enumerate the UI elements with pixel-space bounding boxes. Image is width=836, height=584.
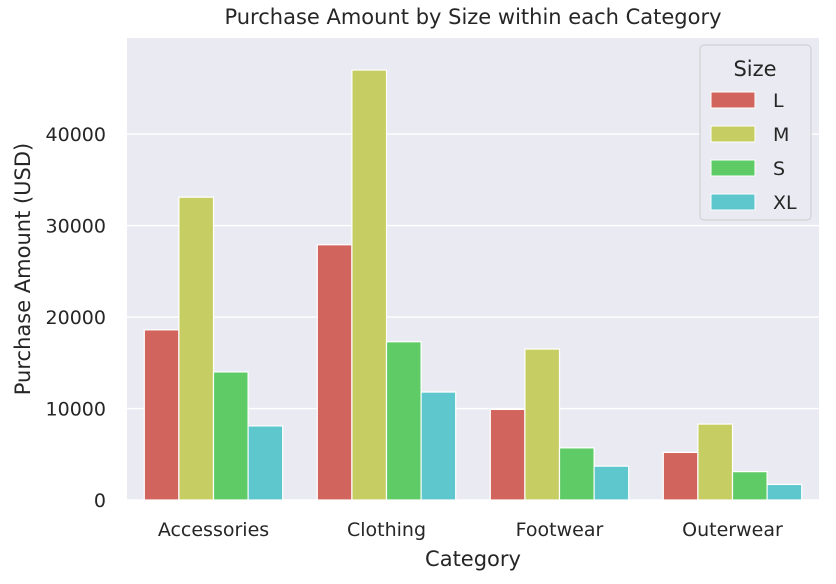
bar-outerwear-s bbox=[731, 471, 768, 501]
bar-outerwear-m bbox=[697, 423, 734, 501]
y-tick-label: 0 bbox=[94, 490, 106, 512]
legend-swatch bbox=[710, 193, 756, 211]
bar-outerwear-xl bbox=[766, 483, 803, 501]
bar-clothing-l bbox=[316, 244, 353, 501]
y-tick-labels: 0 10000 20000 30000 40000 bbox=[46, 124, 106, 512]
x-tick-labels: Accessories Clothing Footwear Outerwear bbox=[158, 519, 783, 541]
bar-clothing-xl bbox=[420, 391, 457, 501]
legend-label: S bbox=[773, 158, 785, 180]
legend-items: LMS XL bbox=[710, 90, 797, 214]
bar-outerwear-l bbox=[662, 451, 699, 501]
legend-label: XL bbox=[773, 192, 797, 214]
bar-footwear-xl bbox=[593, 465, 630, 501]
legend-title: Size bbox=[733, 57, 776, 81]
bar-footwear-m bbox=[524, 348, 561, 501]
x-tick-label: Accessories bbox=[158, 519, 269, 541]
legend-swatch bbox=[710, 159, 756, 177]
legend-label: M bbox=[773, 124, 789, 146]
y-tick-label: 10000 bbox=[46, 399, 106, 421]
legend-swatch bbox=[710, 125, 756, 143]
bar-footwear-l bbox=[489, 408, 526, 501]
legend-label: L bbox=[773, 90, 784, 112]
bar-footwear-s bbox=[558, 447, 595, 501]
bar-clothing-m bbox=[351, 69, 388, 501]
bar-accessories-xl bbox=[247, 425, 284, 501]
y-tick-label: 20000 bbox=[46, 307, 106, 329]
chart-title: Purchase Amount by Size within each Cate… bbox=[224, 5, 721, 29]
x-tick-label: Clothing bbox=[347, 519, 426, 541]
bar-accessories-m bbox=[178, 196, 215, 501]
bar-accessories-l bbox=[143, 329, 180, 501]
y-tick-label: 40000 bbox=[46, 124, 106, 146]
x-axis-label: Category bbox=[425, 547, 521, 571]
x-tick-label: Outerwear bbox=[682, 519, 783, 541]
y-tick-label: 30000 bbox=[46, 216, 106, 238]
bar-accessories-s bbox=[212, 371, 249, 501]
bars bbox=[143, 69, 803, 501]
legend: Size LMS XL bbox=[699, 44, 812, 221]
legend-swatch bbox=[710, 91, 756, 109]
x-tick-label: Footwear bbox=[516, 519, 604, 541]
bar-clothing-s bbox=[385, 341, 422, 501]
y-axis-label: Purchase Amount (USD) bbox=[11, 143, 35, 396]
